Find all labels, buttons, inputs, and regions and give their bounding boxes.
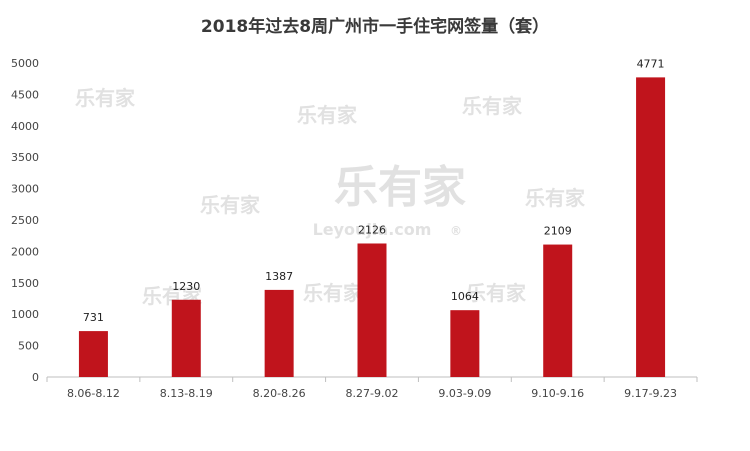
y-tick-label: 2000 bbox=[11, 245, 39, 258]
bar-value-label: 1064 bbox=[451, 290, 479, 303]
bar-value-label: 2126 bbox=[358, 223, 386, 236]
data-labels: 731 1230 1387 2126 1064 2109 4771 bbox=[83, 57, 665, 324]
x-tick-label: 9.17-9.23 bbox=[624, 387, 677, 400]
y-tick-label: 5000 bbox=[11, 57, 39, 70]
y-tick-label: 500 bbox=[18, 340, 39, 353]
x-tick-label: 8.27-9.02 bbox=[346, 387, 399, 400]
y-tick-label: 1500 bbox=[11, 277, 39, 290]
y-tick-label: 4000 bbox=[11, 120, 39, 133]
bar-value-label: 1387 bbox=[265, 270, 293, 283]
bar-value-label: 4771 bbox=[637, 57, 665, 70]
x-tick-label: 9.03-9.09 bbox=[438, 387, 491, 400]
bar bbox=[636, 77, 666, 378]
bar-value-label: 2109 bbox=[544, 225, 572, 238]
x-tick-label: 8.20-8.26 bbox=[253, 387, 306, 400]
watermark-registered-mark: ® bbox=[450, 224, 462, 238]
bar bbox=[171, 299, 201, 377]
bar bbox=[357, 243, 387, 377]
bar bbox=[543, 244, 573, 377]
x-tick-label: 8.06-8.12 bbox=[67, 387, 120, 400]
y-tick-label: 3000 bbox=[11, 183, 39, 196]
watermark-logo: 乐有家 bbox=[303, 281, 364, 305]
y-tick-label: 4500 bbox=[11, 88, 39, 101]
y-tick-label: 1000 bbox=[11, 308, 39, 321]
bar bbox=[78, 331, 108, 377]
watermark-logo: 乐有家 bbox=[466, 281, 527, 305]
y-tick-label: 2500 bbox=[11, 214, 39, 227]
watermark-logo: 乐有家 bbox=[525, 186, 586, 210]
bar bbox=[264, 289, 294, 377]
axes: 0 500 1000 1500 2000 2500 3000 3500 4000 4500 5000… bbox=[11, 57, 698, 400]
bar-value-label: 731 bbox=[83, 311, 104, 324]
y-tick-label: 0 bbox=[32, 371, 39, 384]
watermark-logo: 乐有家 bbox=[297, 103, 358, 127]
bar bbox=[450, 310, 480, 377]
x-tick-label: 8.13-8.19 bbox=[160, 387, 213, 400]
x-tick-label: 9.10-9.16 bbox=[531, 387, 584, 400]
y-tick-label: 3500 bbox=[11, 151, 39, 164]
watermark-logo: 乐有家 bbox=[75, 86, 136, 110]
watermark-logo: 乐有家 bbox=[200, 193, 261, 217]
watermark-site: Leyoujia.com bbox=[313, 220, 432, 239]
watermark-logo: 乐有家 bbox=[334, 162, 466, 213]
watermark-logo: 乐有家 bbox=[462, 94, 523, 118]
chart-title: 2018年过去8周广州市一手住宅网签量（套） bbox=[200, 17, 550, 37]
bar-value-label: 1230 bbox=[172, 280, 200, 293]
bars bbox=[78, 77, 666, 378]
